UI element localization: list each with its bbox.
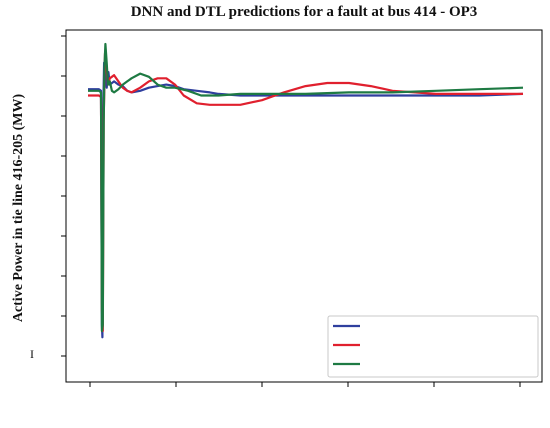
series-line-3	[88, 42, 524, 333]
chart-title: DNN and DTL predictions for a fault at b…	[130, 4, 478, 20]
axes-frame	[65, 29, 543, 383]
legend-box	[327, 315, 539, 378]
legend-entries	[333, 324, 360, 366]
series-line-1	[88, 61, 524, 339]
legend	[327, 315, 539, 378]
series-layer	[88, 42, 524, 339]
y-tick-label: I	[30, 347, 34, 361]
tick-layer	[61, 35, 521, 387]
